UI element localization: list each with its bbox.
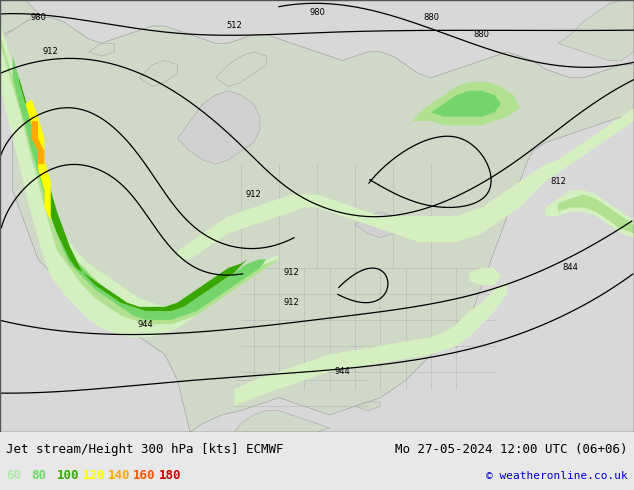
Polygon shape: [0, 22, 279, 337]
Text: 80: 80: [32, 469, 47, 482]
Polygon shape: [139, 60, 178, 86]
Polygon shape: [178, 91, 260, 164]
Polygon shape: [0, 17, 634, 432]
Polygon shape: [355, 402, 380, 411]
Text: 980: 980: [30, 13, 46, 22]
Text: 880: 880: [423, 13, 439, 22]
Polygon shape: [32, 121, 44, 164]
Polygon shape: [13, 56, 266, 320]
Text: Mo 27-05-2024 12:00 UTC (06+06): Mo 27-05-2024 12:00 UTC (06+06): [395, 443, 628, 456]
Text: 880: 880: [474, 30, 490, 39]
Polygon shape: [0, 0, 38, 35]
Polygon shape: [235, 411, 330, 432]
Polygon shape: [558, 195, 634, 233]
Text: 160: 160: [133, 469, 155, 482]
Polygon shape: [431, 91, 501, 117]
Text: 512: 512: [227, 22, 242, 30]
Text: 980: 980: [309, 8, 325, 18]
Text: 844: 844: [562, 264, 579, 272]
Polygon shape: [216, 52, 266, 86]
Text: 180: 180: [158, 469, 181, 482]
Polygon shape: [558, 0, 634, 60]
Polygon shape: [19, 78, 247, 311]
Text: 944: 944: [335, 367, 350, 376]
Polygon shape: [89, 43, 114, 56]
Polygon shape: [545, 190, 634, 238]
Text: 140: 140: [108, 469, 130, 482]
Text: Jet stream/Height 300 hPa [kts] ECMWF: Jet stream/Height 300 hPa [kts] ECMWF: [6, 443, 284, 456]
Polygon shape: [412, 82, 520, 125]
Text: 120: 120: [82, 469, 105, 482]
Text: © weatheronline.co.uk: © weatheronline.co.uk: [486, 470, 628, 481]
Text: 912: 912: [43, 48, 58, 56]
Text: 912: 912: [246, 190, 261, 199]
Text: 812: 812: [550, 177, 566, 186]
Text: 944: 944: [138, 319, 153, 329]
Polygon shape: [0, 35, 279, 324]
Polygon shape: [25, 99, 51, 220]
Text: 912: 912: [284, 268, 299, 277]
Polygon shape: [178, 108, 634, 259]
Polygon shape: [469, 268, 501, 285]
Text: 912: 912: [284, 298, 299, 307]
Polygon shape: [355, 212, 399, 238]
Text: 60: 60: [6, 469, 22, 482]
Text: 100: 100: [57, 469, 79, 482]
Polygon shape: [235, 281, 507, 406]
